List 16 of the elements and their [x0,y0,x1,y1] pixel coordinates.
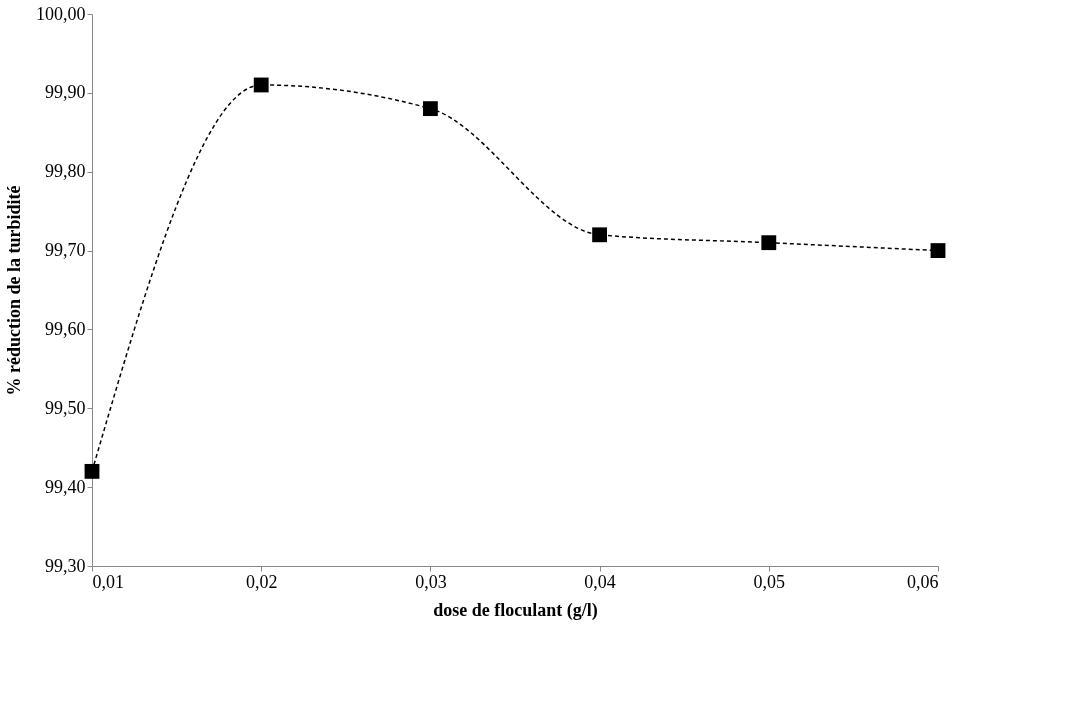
y-tick-label: 99,50 [45,397,86,418]
y-tick-label: 99,30 [45,555,86,576]
y-tick-label: 99,80 [45,161,86,182]
x-tick-label: 0,03 [415,571,447,592]
y-tick-label: 99,40 [45,476,86,497]
y-tick-label: 99,90 [45,82,86,103]
x-tick-label: 0,06 [907,571,939,592]
x-axis-title: dose de floculant (g/l) [433,599,598,621]
x-tick-label: 0,04 [584,571,616,592]
x-tick-label: 0,01 [92,571,124,592]
y-tick-label: 99,60 [45,318,86,339]
x-tick-label: 0,02 [245,571,278,592]
x-tick-label: 0,05 [753,571,786,592]
y-tick-label: 99,70 [45,240,86,261]
y-axis-title: % réduction de la turbidité [4,185,24,396]
y-tick-label: 100,00 [36,3,86,24]
